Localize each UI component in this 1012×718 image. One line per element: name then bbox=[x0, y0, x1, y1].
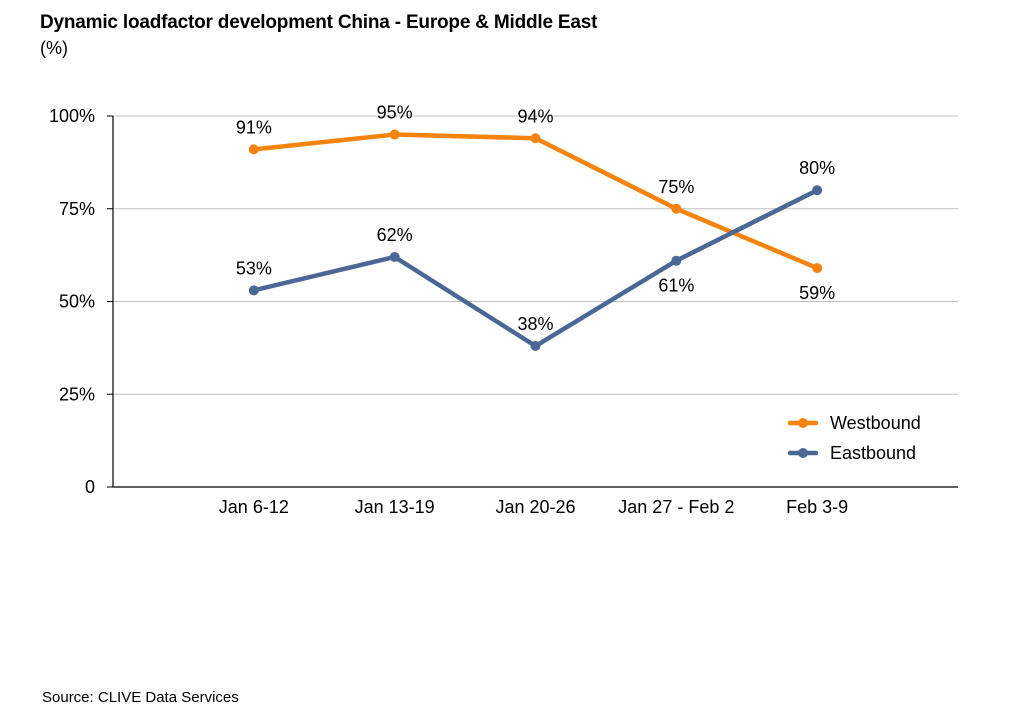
eastbound-data-label: 62% bbox=[377, 225, 413, 245]
eastbound-point bbox=[530, 341, 541, 352]
y-tick-label: 75% bbox=[59, 199, 95, 219]
x-tick-label: Jan 20-26 bbox=[495, 497, 575, 517]
eastbound-point bbox=[248, 285, 259, 296]
eastbound-data-label: 38% bbox=[517, 314, 553, 334]
westbound-legend-label: Westbound bbox=[830, 413, 921, 433]
westbound-data-label: 91% bbox=[236, 117, 272, 137]
gridlines bbox=[113, 115, 958, 395]
eastbound-legend-marker-icon bbox=[798, 448, 808, 458]
eastbound-point bbox=[812, 185, 823, 196]
westbound-point bbox=[671, 203, 682, 214]
westbound-line bbox=[251, 132, 820, 271]
eastbound-point bbox=[671, 255, 682, 266]
eastbound-data-label: 53% bbox=[236, 258, 272, 278]
chart-title: Dynamic loadfactor development China - E… bbox=[40, 12, 598, 33]
x-tick-label: Feb 3-9 bbox=[786, 497, 848, 517]
westbound-data-label: 94% bbox=[517, 106, 553, 126]
x-axis-ticks: Jan 6-12 Jan 13-19 Jan 20-26 Jan 27 - Feb 2… bbox=[219, 497, 848, 517]
eastbound-data-label: 61% bbox=[658, 276, 694, 296]
westbound-point bbox=[812, 263, 823, 274]
westbound-data-label: 95% bbox=[377, 103, 413, 123]
westbound-data-label: 59% bbox=[799, 283, 835, 303]
y-tick-label: 25% bbox=[59, 384, 95, 404]
data-labels: 91% 95% 94% 75% 59% 53% 62% 38% 61% 80% bbox=[236, 103, 835, 334]
westbound-legend-marker-icon bbox=[798, 418, 808, 428]
x-tick-label: Jan 6-12 bbox=[219, 497, 289, 517]
x-tick-label: Jan 13-19 bbox=[355, 497, 435, 517]
y-tick-label: 0 bbox=[85, 477, 95, 497]
x-tick-label: Jan 27 - Feb 2 bbox=[618, 497, 734, 517]
westbound-point bbox=[248, 144, 259, 155]
westbound-point bbox=[389, 129, 400, 140]
westbound-data-label: 75% bbox=[658, 177, 694, 197]
y-tick-label: 50% bbox=[59, 292, 95, 312]
legend: Westbound Eastbound bbox=[787, 413, 921, 463]
series-layer bbox=[248, 129, 823, 352]
eastbound-legend-label: Eastbound bbox=[830, 443, 916, 463]
chart-subtitle: (%) bbox=[40, 38, 68, 58]
eastbound-point bbox=[389, 251, 400, 262]
y-tick-label: 100% bbox=[49, 106, 95, 126]
westbound-point bbox=[530, 133, 541, 144]
y-axis-ticks: 0 25% 50% 75% 100% bbox=[49, 106, 113, 497]
source-note: Source: CLIVE Data Services bbox=[42, 689, 239, 706]
eastbound-data-label: 80% bbox=[799, 158, 835, 178]
